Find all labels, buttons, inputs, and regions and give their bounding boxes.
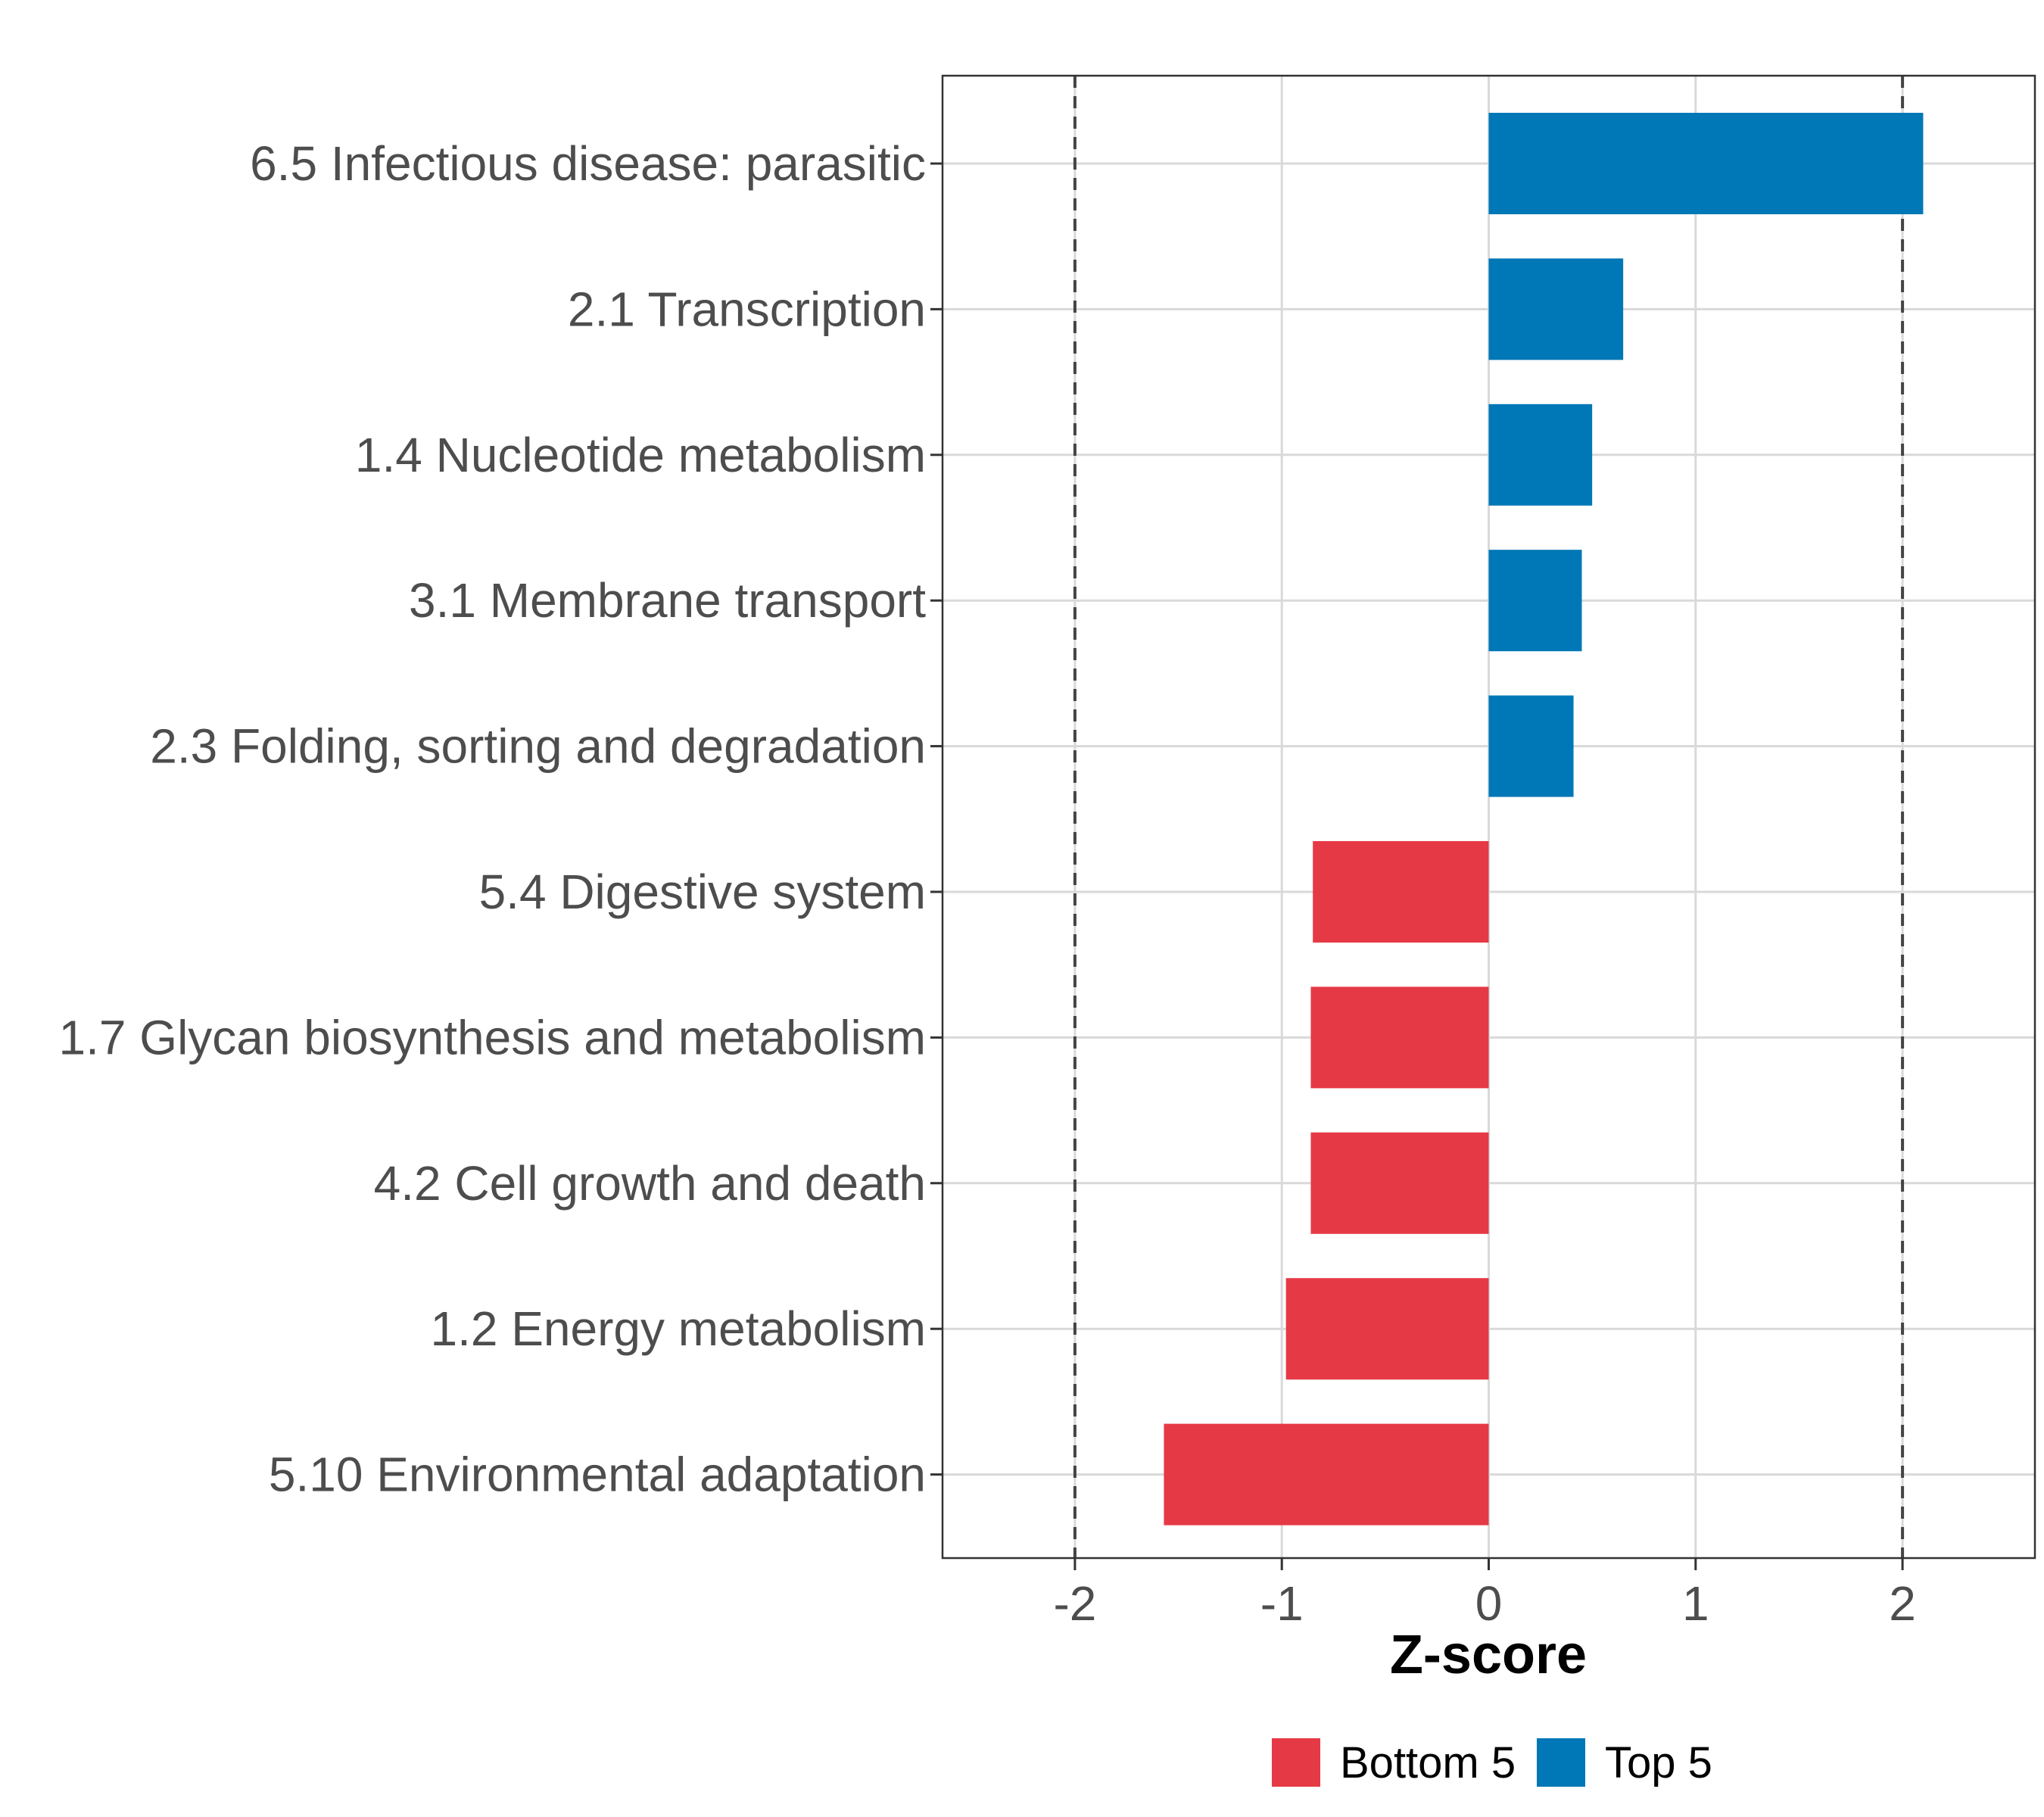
bar (1285, 1278, 1489, 1380)
category-label: 3.1 Membrane transport (409, 573, 926, 628)
x-axis: -2 -1 0 1 2 (1053, 1558, 1916, 1631)
category-label: 4.2 Cell growth and death (374, 1156, 926, 1211)
bar (1310, 1132, 1489, 1234)
x-tick-label: 1 (1682, 1576, 1709, 1631)
category-label: 5.10 Environmental adaptation (269, 1448, 926, 1502)
bar (1488, 258, 1624, 360)
legend: Bottom 5 Top 5 (1272, 1738, 1712, 1787)
category-label: 1.4 Nucleotide metabolism (355, 428, 926, 482)
legend-label: Top 5 (1605, 1738, 1712, 1787)
y-axis: 6.5 Infectious disease: parasitic 2.1 Tra… (59, 136, 943, 1502)
x-tick-label: 0 (1475, 1576, 1503, 1631)
category-label: 5.4 Digestive system (479, 865, 926, 919)
x-tick-label: -1 (1260, 1576, 1304, 1631)
category-label: 2.3 Folding, sorting and degradation (150, 719, 926, 774)
bar (1164, 1423, 1489, 1526)
x-axis-title: Z-score (1390, 1625, 1587, 1685)
legend-swatch (1537, 1738, 1585, 1787)
bar (1310, 986, 1489, 1089)
category-label: 1.7 Glycan biosynthesis and metabolism (59, 1010, 926, 1064)
bars (1164, 113, 1924, 1526)
legend-swatch (1272, 1738, 1320, 1787)
x-tick-label: 2 (1889, 1576, 1916, 1631)
reference-lines (1073, 76, 1905, 1558)
bar (1313, 841, 1489, 943)
legend-label: Bottom 5 (1340, 1738, 1516, 1787)
category-label: 1.2 Energy metabolism (430, 1301, 926, 1356)
category-label: 2.1 Transcription (568, 282, 926, 336)
bar (1488, 550, 1582, 652)
bar (1488, 695, 1574, 797)
x-tick-label: -2 (1053, 1576, 1096, 1631)
category-label: 6.5 Infectious disease: parasitic (250, 136, 926, 191)
bar (1488, 113, 1924, 214)
bar (1488, 404, 1593, 506)
